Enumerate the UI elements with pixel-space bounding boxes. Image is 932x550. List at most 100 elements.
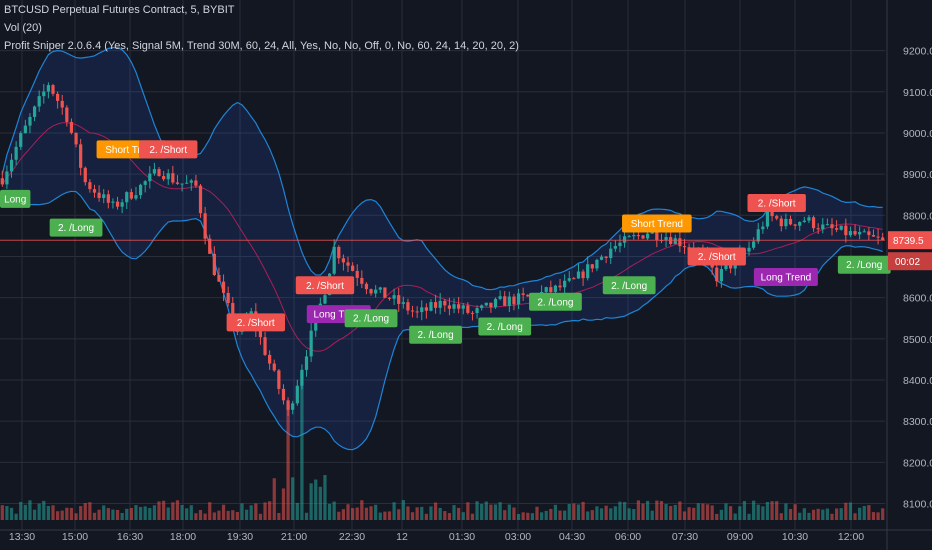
volume-bar [102,505,106,520]
candle-body [364,283,369,290]
volume-bar [586,511,590,520]
volume-bar [705,504,710,520]
volume-bar [475,501,479,520]
volume-bar [480,503,484,520]
candle-body [226,292,230,304]
candle-body [821,224,825,230]
candle-body [46,85,51,92]
volume-bar [281,488,286,520]
x-tick-label: 01:30 [449,531,475,543]
volume-bar [765,501,770,520]
candle-body [162,176,166,180]
volume-bar [46,506,51,520]
volume-bar [249,505,253,520]
volume-bar [378,512,382,520]
volume-bar [816,508,820,520]
candle-body [558,285,562,288]
candle-body [346,262,350,266]
volume-bar [433,502,438,520]
x-tick-label: 19:30 [227,531,253,543]
volume-bar [166,507,170,520]
candle-body [576,271,581,279]
volume-bar [410,512,415,520]
candle-body [92,189,97,193]
signal-text: Short Trend [631,219,683,230]
volume-bar [498,502,502,520]
signal-box [295,276,355,295]
volume-bar [226,510,230,520]
candle-body [553,285,558,292]
signal-text: 2. /Short [306,281,344,292]
volume-bar [360,500,364,520]
volume-bar [88,502,92,520]
candle-body [65,107,69,122]
volume-bar [747,513,751,520]
candle-body [609,248,613,258]
symbol-legend[interactable]: BTCUSD Perpetual Futures Contract, 5, BY… [4,4,235,16]
volume-legend[interactable]: Vol (20) [4,22,42,34]
signal-box [409,325,462,344]
candle-body [166,173,170,180]
candle-body [613,246,617,249]
indicator-legend[interactable]: Profit Sniper 2.0.6.4 (Yes, Signal 5M, T… [4,40,519,52]
volume-bar [858,507,862,520]
volume-bar [175,500,180,520]
candle-body [79,144,83,168]
candle-body [747,247,751,252]
volume-bar [185,508,189,520]
candle-body [37,96,41,107]
candle-body [480,305,484,309]
candle-body [447,305,452,309]
volume-bar [461,512,465,520]
candle-body [461,305,465,309]
volume-bar [715,513,719,520]
signal-text: 2. /Long [58,223,94,234]
candle-body [9,159,14,172]
candle-body [56,93,60,101]
volume-bar [231,510,235,520]
y-tick-label: 8600.0 [903,293,932,305]
signal-long: 2. /Long [837,255,891,274]
candle-body [171,173,175,183]
signal-text: 2. /Short [149,145,187,156]
volume-bar [521,512,525,520]
volume-bar [254,503,258,520]
volume-bar [752,500,756,520]
signal-long: 2. /Long [529,292,582,311]
volume-bar [79,506,83,520]
volume-bar [604,505,608,520]
signal-short: 2. /Short [226,313,286,332]
volume-bar [111,509,115,520]
signal-long-trend: Long Trend [753,268,818,287]
volume-bar [687,507,691,520]
volume-bar [867,505,871,520]
candle-body [503,296,507,306]
volume-bar [323,475,327,520]
y-tick-label: 9000.0 [903,128,932,140]
volume-bar [392,502,396,520]
x-tick-label: 12 [396,531,408,543]
volume-bar [92,512,97,520]
volume-bar [466,502,470,520]
candle-body [798,221,802,226]
volume-bar [374,504,378,520]
candle-body [457,304,461,309]
candle-body [111,201,115,203]
volume-bar [300,372,304,520]
signal-box [747,193,806,212]
volume-bar [318,486,322,520]
volume-bar [834,508,839,520]
signal-text: 2. /Long [418,330,454,341]
volume-bar [775,501,779,520]
candle-body [304,356,309,370]
candle-body [807,217,811,221]
volume-bar [180,504,184,520]
signal-box [753,268,818,287]
candle-body [595,259,599,269]
candle-body [152,169,157,174]
candle-body [752,241,756,248]
candle-body [97,192,101,199]
x-tick-label: 12:00 [838,531,864,543]
candle-body [392,295,396,299]
